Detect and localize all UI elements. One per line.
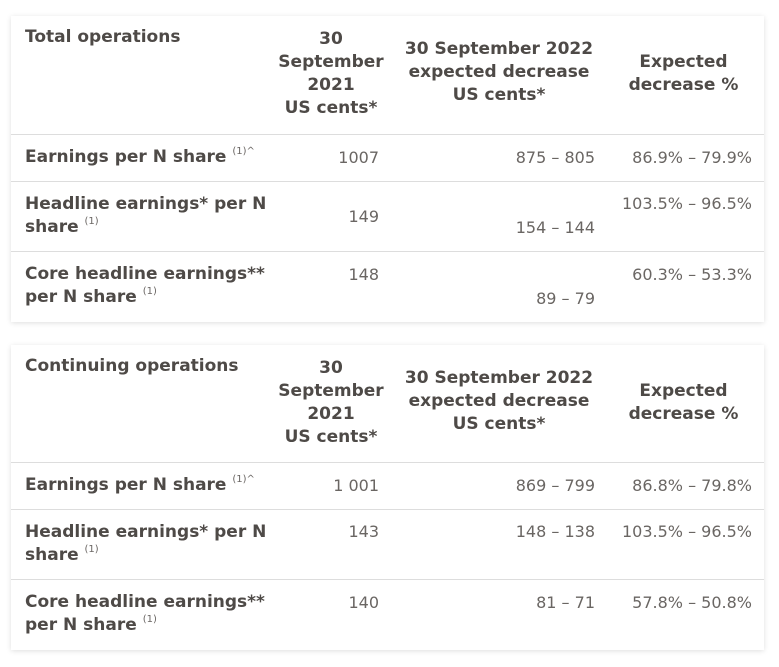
value-2021: 149 xyxy=(348,207,379,226)
header-line: US cents* xyxy=(452,85,546,105)
value-2022: 89 – 79 xyxy=(536,289,595,308)
header-line: US cents* xyxy=(284,98,378,118)
footnote-marker: (1)^ xyxy=(232,474,255,485)
footnote-marker: (1) xyxy=(84,544,99,555)
header-line: 2021 xyxy=(307,404,355,424)
table-header: Total operations 30 September 2021 US ce… xyxy=(11,16,764,134)
header-line: expected decrease xyxy=(408,62,590,82)
header-line: 30 September 2022 xyxy=(404,39,594,59)
table-heading: Continuing operations xyxy=(25,356,239,376)
value-2021: 1007 xyxy=(338,148,379,167)
column-header-2022: 30 September 2022 expected decrease US c… xyxy=(404,38,594,107)
header-line: 30 xyxy=(319,29,343,49)
column-header-2021: 30 September 2021 US cents* xyxy=(276,357,386,449)
table-row: Earnings per N share (1)^ 1007 875 – 805… xyxy=(11,134,764,182)
row-label: Headline earnings* per N share (1) xyxy=(25,193,275,239)
table-row: Headline earnings* per N share (1) 149 15… xyxy=(11,181,764,252)
footnote-marker: (1) xyxy=(84,216,99,227)
value-2021: 143 xyxy=(348,522,379,541)
row-label-text: Core headline earnings** xyxy=(25,264,265,284)
value-2022: 869 – 799 xyxy=(515,476,595,495)
header-line: September xyxy=(278,381,384,401)
footnote-marker: (1)^ xyxy=(232,146,255,157)
row-label: Earnings per N share (1)^ xyxy=(25,474,275,497)
row-label-text: Core headline earnings** xyxy=(25,592,265,612)
header-line: US cents* xyxy=(284,427,378,447)
table-header: Continuing operations 30 September 2021 … xyxy=(11,345,764,462)
value-percent: 103.5% – 96.5% xyxy=(621,522,752,541)
row-label-text: Headline earnings* per N xyxy=(25,194,267,214)
header-line: Expected xyxy=(639,381,728,401)
column-header-2022: 30 September 2022 expected decrease US c… xyxy=(404,367,594,436)
table-heading: Total operations xyxy=(25,27,181,47)
value-2022: 81 – 71 xyxy=(536,593,595,612)
row-label-text: share xyxy=(25,217,79,237)
row-label-text: Earnings per N share xyxy=(25,475,227,495)
column-header-2021: 30 September 2021 US cents* xyxy=(276,28,386,120)
header-line: Expected xyxy=(639,52,728,72)
value-2022: 154 – 144 xyxy=(515,218,595,237)
header-line: decrease % xyxy=(628,404,739,424)
value-percent: 60.3% – 53.3% xyxy=(632,265,752,284)
value-2022: 875 – 805 xyxy=(515,148,595,167)
table-row: Core headline earnings** per N share (1) … xyxy=(11,579,764,651)
column-header-percent: Expected decrease % xyxy=(621,380,746,426)
value-percent: 57.8% – 50.8% xyxy=(632,593,752,612)
row-label-text: Earnings per N share xyxy=(25,147,227,167)
row-label: Core headline earnings** per N share (1) xyxy=(25,263,275,309)
table-row: Earnings per N share (1)^ 1 001 869 – 79… xyxy=(11,462,764,510)
table-row: Core headline earnings** per N share (1) … xyxy=(11,251,764,323)
value-2021: 148 xyxy=(348,265,379,284)
header-line: September xyxy=(278,52,384,72)
row-label: Core headline earnings** per N share (1) xyxy=(25,591,275,637)
value-percent: 86.8% – 79.8% xyxy=(632,476,752,495)
value-2021: 1 001 xyxy=(333,476,379,495)
value-2022: 148 – 138 xyxy=(515,522,595,541)
header-line: expected decrease xyxy=(408,391,590,411)
value-percent: 86.9% – 79.9% xyxy=(632,148,752,167)
row-label-text: Headline earnings* per N xyxy=(25,522,267,542)
table-row: Headline earnings* per N share (1) 143 14… xyxy=(11,509,764,580)
value-2021: 140 xyxy=(348,593,379,612)
footnote-marker: (1) xyxy=(142,614,157,625)
row-label: Headline earnings* per N share (1) xyxy=(25,521,275,567)
row-label: Earnings per N share (1)^ xyxy=(25,146,275,169)
value-percent: 103.5% – 96.5% xyxy=(621,194,752,213)
row-label-text: per N share xyxy=(25,615,137,635)
column-header-percent: Expected decrease % xyxy=(621,51,746,97)
header-line: 30 xyxy=(319,358,343,378)
row-label-text: share xyxy=(25,545,79,565)
total-operations-table: Total operations 30 September 2021 US ce… xyxy=(11,16,764,322)
footnote-marker: (1) xyxy=(142,286,157,297)
header-line: decrease % xyxy=(628,75,739,95)
row-label-text: per N share xyxy=(25,287,137,307)
continuing-operations-table: Continuing operations 30 September 2021 … xyxy=(11,345,764,650)
header-line: 2021 xyxy=(307,75,355,95)
header-line: US cents* xyxy=(452,414,546,434)
header-line: 30 September 2022 xyxy=(404,368,594,388)
